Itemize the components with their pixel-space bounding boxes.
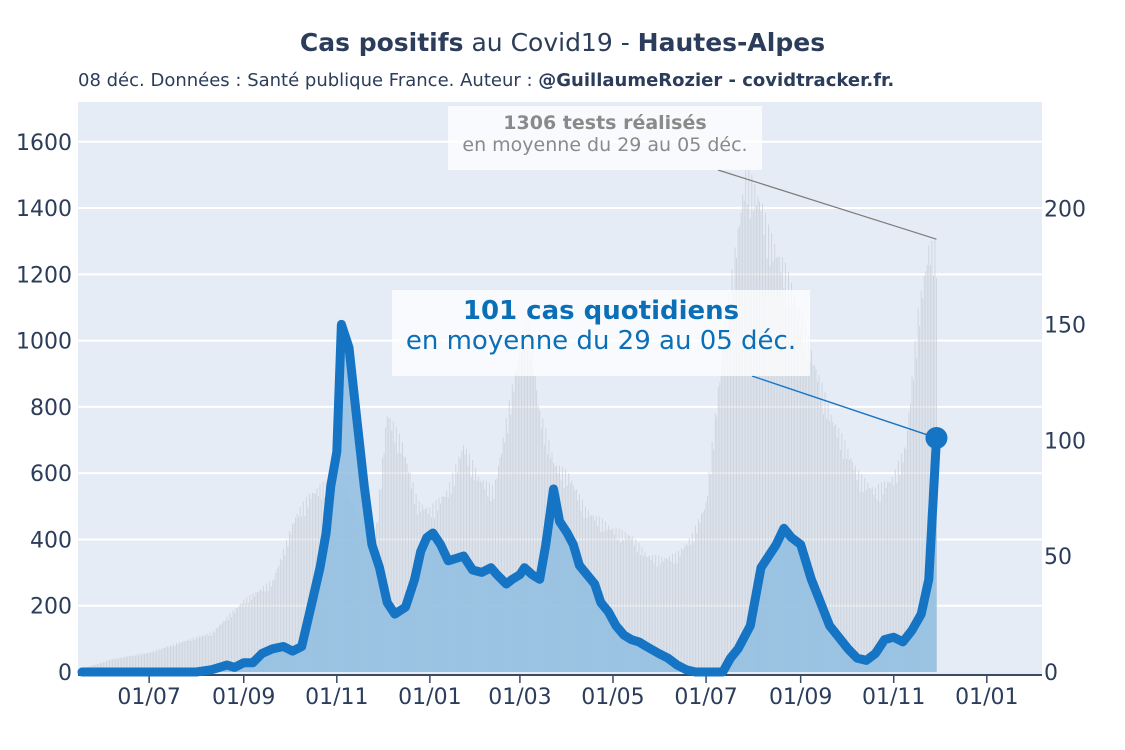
y-right-tick-label: 200 bbox=[1044, 198, 1086, 223]
x-tick-label: 01/09 bbox=[769, 685, 832, 710]
title-bold-2: Hautes-Alpes bbox=[637, 28, 826, 57]
tests-annotation-period: en moyenne du 29 au 05 déc. bbox=[462, 134, 748, 156]
y-left-tick-label: 1400 bbox=[16, 197, 72, 222]
cases-area bbox=[82, 324, 937, 672]
tests-annotation-value: 1306 tests réalisés bbox=[503, 112, 707, 134]
x-tick-label: 01/01 bbox=[955, 685, 1018, 710]
x-tick-label: 01/07 bbox=[117, 685, 180, 710]
cases-annotation-leader bbox=[751, 375, 937, 439]
y-right-tick-label: 50 bbox=[1044, 545, 1072, 570]
subtitle-author: @GuillaumeRozier - covidtracker.fr. bbox=[538, 70, 895, 91]
y-right-tick-label: 0 bbox=[1044, 661, 1058, 686]
x-tick-label: 01/11 bbox=[862, 685, 925, 710]
cases-annotation-value: 101 cas quotidiens bbox=[462, 296, 740, 326]
chart-title: Cas positifs au Covid19 - Hautes-Alpes bbox=[0, 28, 1125, 57]
subtitle-plain: 08 déc. Données : Santé publique France.… bbox=[78, 70, 539, 91]
x-tick-label: 01/03 bbox=[488, 685, 551, 710]
y-left-tick-label: 200 bbox=[30, 595, 72, 620]
cases-last-point bbox=[925, 426, 948, 449]
cases-line bbox=[77, 319, 941, 677]
x-tick-label: 01/01 bbox=[398, 685, 461, 710]
cases-annotation-period: en moyenne du 29 au 05 déc. bbox=[405, 326, 797, 356]
y-right-tick-label: 100 bbox=[1044, 429, 1086, 454]
x-tick-label: 01/05 bbox=[581, 685, 644, 710]
y-left-tick-label: 400 bbox=[30, 528, 72, 553]
axes bbox=[78, 674, 1042, 683]
y-left-tick-label: 800 bbox=[30, 396, 72, 421]
title-bold-1: Cas positifs bbox=[299, 28, 464, 57]
y-left-tick-label: 600 bbox=[30, 462, 72, 487]
x-tick-label: 01/11 bbox=[305, 685, 368, 710]
y-left-tick-label: 0 bbox=[58, 661, 72, 686]
x-tick-label: 01/07 bbox=[674, 685, 737, 710]
x-tick-label: 01/09 bbox=[212, 685, 275, 710]
y-left-tick-label: 1200 bbox=[16, 263, 72, 288]
y-right-tick-label: 150 bbox=[1044, 313, 1086, 338]
y-left-tick-label: 1600 bbox=[16, 131, 72, 156]
cases-annotation: 101 cas quotidiens en moyenne du 29 au 0… bbox=[392, 290, 810, 376]
chart-subtitle: 08 déc. Données : Santé publique France.… bbox=[78, 70, 894, 91]
tick-labels: 0 200 400 600 800 1000 1200 1400 1600 0 50 100 150 20… bbox=[16, 131, 1086, 710]
tests-annotation-leader bbox=[717, 169, 937, 240]
tests-annotation: 1306 tests réalisés en moyenne du 29 au … bbox=[448, 106, 762, 170]
y-left-tick-label: 1000 bbox=[16, 330, 72, 355]
title-mid: au Covid19 - bbox=[463, 28, 638, 57]
